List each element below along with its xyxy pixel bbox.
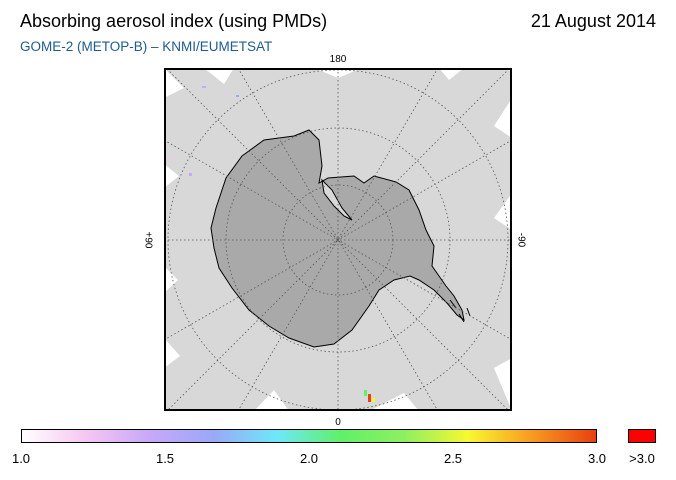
ice-shelf-notch — [321, 178, 353, 221]
map-title: Absorbing aerosol index (using PMDs) — [20, 11, 328, 31]
aerosol-detections — [169, 86, 375, 402]
map-frame — [164, 68, 512, 411]
colorbar-overflow-label: >3.0 — [629, 451, 655, 466]
colorbar-tick: 2.5 — [443, 451, 463, 466]
graticule-meridians — [164, 68, 512, 411]
colorbar-tick: 2.0 — [299, 451, 319, 466]
peninsula-islands — [449, 299, 471, 323]
map-date: 21 August 2014 — [530, 11, 656, 31]
polar-map-svg — [164, 68, 512, 411]
colorbar-tick: 1.0 — [11, 451, 31, 466]
lon-label-bottom: 0 — [335, 417, 341, 428]
map-subtitle: GOME-2 (METOP-B) – KNMI/EUMETSAT — [20, 39, 273, 54]
colorbar — [21, 429, 597, 443]
lon-label-left: +90 — [142, 231, 154, 249]
colorbar-tick: 3.0 — [587, 451, 607, 466]
colorbar-overflow-swatch — [628, 429, 656, 443]
polar-map — [164, 68, 512, 411]
lon-label-right: -90 — [515, 232, 527, 248]
colorbar-tick: 1.5 — [155, 451, 175, 466]
lon-label-top: 180 — [329, 54, 347, 65]
